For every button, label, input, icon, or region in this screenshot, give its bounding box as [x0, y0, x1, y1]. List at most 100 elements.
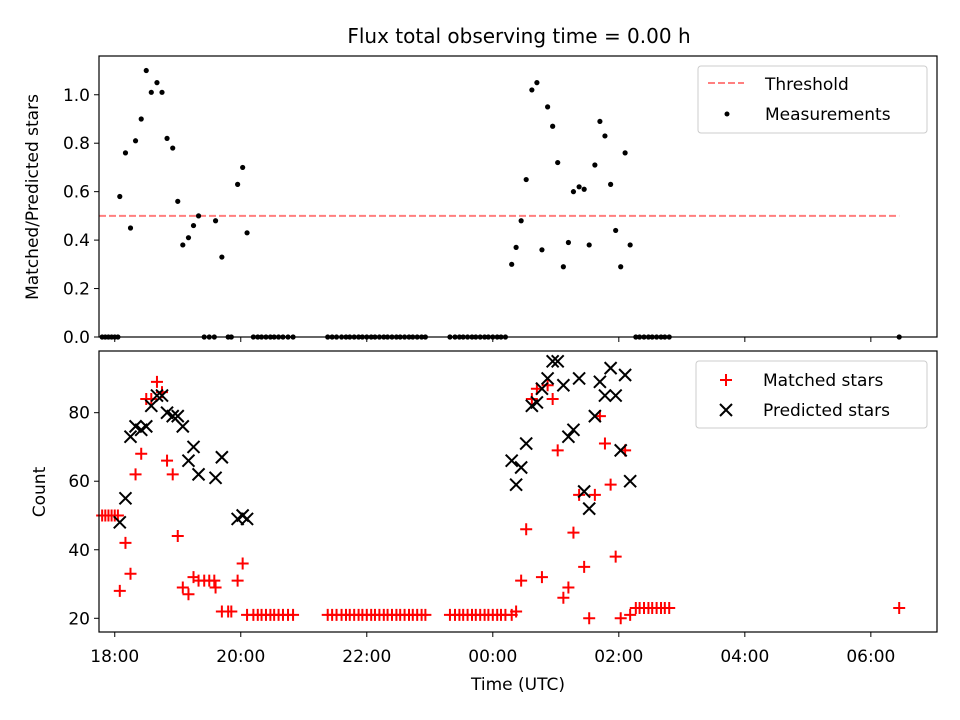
legend-measurements-marker [724, 111, 730, 117]
predicted-star-point [144, 399, 159, 413]
legend-matched-label: Matched stars [763, 371, 883, 391]
predicted-star-point [208, 471, 223, 485]
matched-star-point [515, 574, 528, 587]
counts-x-tick-label: 02:00 [594, 647, 643, 667]
measurement-point [132, 138, 139, 144]
predicted-star-point [530, 395, 544, 410]
measurement-point [608, 181, 614, 187]
matched-star-point [419, 608, 432, 621]
predicted-star-point [181, 453, 196, 468]
predicted-star-point [618, 368, 632, 382]
measurement-point [597, 118, 603, 125]
matched-star-point [583, 612, 596, 625]
ratio-x-axis [114, 337, 872, 342]
measurement-point [148, 89, 154, 95]
matched-star-point [541, 379, 554, 392]
predicted-star-point [186, 440, 201, 454]
measurement-point [175, 198, 181, 204]
ratio-legend: Threshold Measurements [697, 65, 928, 134]
counts-y-axis-label: Count [30, 466, 50, 517]
ratio-y-tick-label: 0.2 [63, 280, 90, 300]
predicted-star-point [215, 450, 229, 464]
predicted-star-point [545, 354, 560, 368]
counts-x-axis: 18:00 20:00 22:00 00:00 02:00 04:00 06:00 [90, 632, 895, 667]
measurement-point [170, 145, 176, 151]
counts-x-tick-label: 18:00 [90, 647, 139, 667]
predicted-star-point [588, 409, 602, 423]
measurement-point [523, 176, 529, 183]
counts-y-tick-label: 80 [68, 404, 90, 424]
counts-x-tick-label: 20:00 [216, 647, 265, 667]
measurement-point [545, 104, 551, 110]
predicted-star-point [572, 371, 586, 386]
matched-star-point [145, 392, 158, 405]
measurement-point [602, 133, 608, 139]
matched-star-point [624, 608, 637, 621]
counts-y-tick-label: 40 [68, 541, 90, 561]
legend-measurements-label: Measurements [765, 105, 891, 125]
matched-star-point [893, 602, 906, 615]
measurement-point [164, 135, 170, 141]
measurement-point [627, 242, 633, 248]
matched-star-point [231, 574, 244, 587]
measurement-point [560, 264, 566, 270]
ratio-y-tick-label: 1.0 [63, 86, 90, 106]
matched-star-point [182, 588, 195, 601]
predicted-star-point [123, 429, 138, 444]
measurement-point [235, 181, 241, 187]
ratio-y-axis: 0.0 0.2 0.4 0.6 0.8 1.0 [63, 86, 99, 348]
ratio-y-tick-label: 0.0 [63, 328, 90, 348]
predicted-star-point [155, 388, 169, 403]
matched-star-point [535, 571, 548, 584]
matched-star-point [135, 447, 148, 460]
counts-plot-frame [98, 350, 938, 633]
figure-title: Flux total observing time = 0.00 h [347, 24, 690, 48]
predicted-star-point [176, 419, 190, 434]
predicted-star-point [509, 477, 523, 492]
matched-star-point [129, 468, 142, 481]
legend-predicted-label: Predicted stars [763, 401, 890, 421]
matched-star-point [598, 437, 611, 450]
predicted-star-point [550, 354, 565, 368]
ratio-y-axis-label: Matched/Predicted stars [23, 94, 43, 300]
measurement-point [244, 230, 250, 236]
matched-star-point [567, 526, 580, 539]
matched-star-point [663, 602, 676, 615]
matched-star-point [551, 444, 564, 457]
matched-star-point [113, 584, 126, 597]
matched-star-point [614, 612, 627, 625]
predicted-star-point [113, 515, 127, 530]
matched-star-point [604, 478, 617, 491]
counts-panel: 20 40 60 80 18:00 20:00 22:00 00:00 02:00 04:00 0… [30, 350, 938, 695]
predicted-star-point [504, 453, 519, 468]
counts-x-tick-label: 00:00 [468, 647, 517, 667]
measurement-point [240, 164, 246, 171]
measurement-point [122, 150, 129, 156]
counts-x-axis-label: Time (UTC) [470, 675, 565, 695]
matched-star-point [119, 536, 132, 549]
predicted-star-point [623, 474, 637, 488]
predicted-star-point [240, 512, 254, 526]
matched-star-point [236, 557, 249, 570]
ratio-y-tick-label: 0.8 [63, 134, 90, 154]
measurement-point [509, 261, 515, 267]
predicted-star-point [118, 491, 133, 506]
matched-star-point [161, 454, 174, 467]
measurement-point [581, 186, 587, 192]
matched-star-point [562, 581, 575, 594]
measurement-point [550, 123, 556, 129]
matched-star-point [609, 550, 622, 563]
matched-star-point [124, 567, 137, 580]
matched-star-point [510, 605, 523, 618]
measurement-point [565, 239, 572, 246]
matched-star-point [588, 488, 601, 501]
predicted-star-point [603, 361, 618, 375]
predicted-star-point [139, 419, 153, 434]
matched-star-point [150, 375, 163, 388]
measurement-point [518, 218, 524, 224]
measurement-point [622, 150, 628, 156]
measurement-point [138, 116, 144, 122]
matched-star-point [573, 488, 586, 501]
predicted-star-point [150, 388, 164, 403]
